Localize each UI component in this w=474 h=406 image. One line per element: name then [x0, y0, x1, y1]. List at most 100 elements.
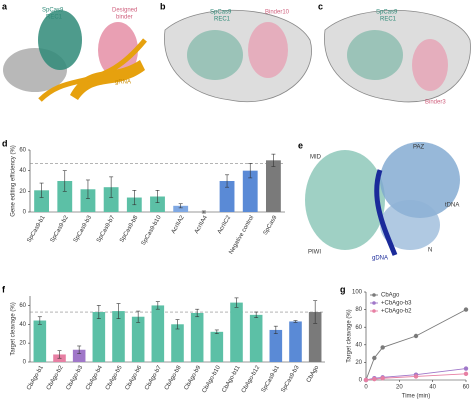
x-tick-label: SpCas9-b3 [73, 214, 94, 244]
x-tick-label: CbAgo [306, 364, 321, 383]
structure-label: REC1 [46, 15, 63, 21]
x-tick-label: CbAgo-b1 [26, 364, 45, 391]
bar [289, 321, 302, 362]
y-tick-label: 0 [23, 360, 27, 366]
y-tick-label: 60 [355, 325, 362, 331]
x-tick-label: CbAgo-b2 [46, 364, 65, 391]
bar [210, 331, 224, 362]
bar [173, 205, 189, 212]
structure-label: Binder3 [425, 100, 446, 106]
y-tick-label: 20 [19, 189, 26, 195]
structure-label: gDNA [372, 256, 388, 262]
y-tick-label: 80 [355, 307, 362, 313]
bar [249, 314, 263, 362]
x-tick-label: SpCas9 [263, 214, 279, 236]
x-tick-label: AcrIIA4 [194, 214, 209, 235]
x-tick-label: 40 [429, 385, 436, 391]
y-tick-label: 20 [355, 360, 362, 366]
bar [308, 312, 322, 362]
x-tick-label: SpCas9-b10 [141, 214, 163, 246]
bar [131, 316, 145, 362]
structure-label: N [428, 248, 432, 254]
y-axis-label: Target cleavage (%) [347, 309, 353, 362]
x-tick-label: 0 [364, 385, 368, 391]
bar [150, 196, 165, 212]
panel-label: e [298, 140, 303, 150]
bar [103, 187, 119, 212]
bar [269, 329, 283, 362]
bar [265, 160, 281, 212]
x-tick-label: CbAgo-b3 [66, 364, 85, 391]
x-tick-label: CbAgo-b9 [184, 364, 203, 391]
x-tick-label: CbAgo-b8 [164, 364, 183, 391]
x-tick-label: 20 [396, 385, 403, 391]
x-tick-label: SpCas9-b8 [119, 214, 140, 244]
x-tick-label: CbAgo-b5 [105, 364, 124, 391]
y-tick-label: 60 [19, 148, 26, 154]
bar [92, 312, 106, 362]
legend-label: CbAgo [381, 293, 400, 299]
structure-label: PAZ [413, 145, 425, 151]
data-point [463, 307, 469, 312]
structure-label: Binder10 [265, 10, 290, 16]
bar [80, 189, 96, 212]
bar [151, 305, 165, 362]
y-tick-label: 100 [352, 290, 363, 296]
panel-label: b [160, 1, 166, 11]
x-tick-label: AcrIIA2 [171, 214, 186, 235]
x-tick-label: SpCas9-b7 [96, 214, 117, 244]
y-axis-label: Target cleavage (%) [11, 302, 17, 355]
x-tick-label: SpCas9-b1 [261, 364, 282, 394]
structure-label: REC1 [214, 17, 231, 23]
x-tick-label: CbAgo-b6 [125, 364, 144, 391]
data-point [380, 376, 385, 381]
structure-label: gRNA [115, 80, 131, 86]
panel-label: d [2, 138, 8, 148]
structure-label: Designed [112, 8, 137, 14]
legend-marker [372, 293, 376, 297]
x-tick-label: Negative control [228, 215, 255, 256]
y-tick-label: 0 [23, 210, 27, 216]
bar [72, 349, 86, 362]
y-tick-label: 20 [19, 341, 26, 347]
data-point [413, 374, 419, 379]
x-tick-label: CbAgo-b12 [241, 364, 262, 394]
structure-label: SpCas9 [42, 8, 64, 14]
y-axis-label: Gene editing efficiency (%) [11, 145, 17, 217]
bar [112, 311, 125, 362]
y-tick-label: 0 [359, 378, 363, 384]
data-point [372, 355, 377, 361]
data-point [372, 376, 377, 382]
panel-label: a [2, 1, 8, 11]
structure-c [324, 9, 471, 103]
structure-label: SpCas9 [376, 10, 398, 16]
x-tick-label: SpCas9-b2 [50, 214, 71, 244]
y-tick-label: 40 [19, 322, 26, 328]
structure-b [164, 9, 312, 102]
structure-e [305, 142, 460, 256]
bar [190, 312, 204, 362]
bar [242, 170, 258, 212]
data-point [363, 377, 369, 383]
legend-label: +CbAgo-b2 [381, 309, 412, 315]
bar [57, 181, 73, 212]
x-tick-label: 60 [463, 385, 470, 391]
bar [33, 320, 47, 362]
x-tick-label: CbAgo-b4 [85, 364, 104, 391]
x-tick-label: CbAgo-b7 [144, 364, 163, 391]
data-point [463, 366, 469, 371]
y-tick-label: 40 [19, 168, 26, 174]
panel-label: g [340, 284, 346, 294]
structure-label: binder [116, 15, 133, 21]
panel-label: c [318, 1, 323, 11]
legend-marker [372, 301, 376, 305]
series-line [365, 309, 467, 381]
structure-label: REC1 [380, 17, 397, 23]
x-tick-label: SpCas9-b1 [26, 214, 47, 244]
legend-marker [372, 309, 376, 313]
bar [171, 324, 184, 362]
structure-label: tDNA [445, 203, 459, 209]
structure-a [3, 10, 147, 102]
y-tick-label: 40 [355, 342, 362, 348]
